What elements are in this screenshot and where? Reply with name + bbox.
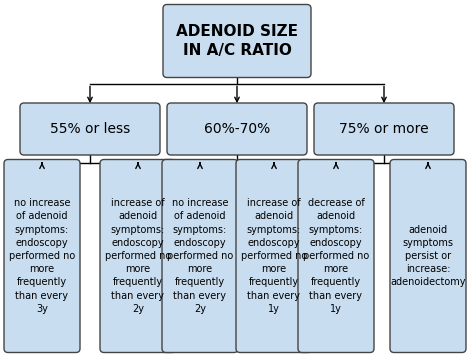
Text: increase of
adenoid
symptoms:
endoscopy
performed no
more
frequently
than every
: increase of adenoid symptoms: endoscopy …: [241, 198, 307, 314]
Text: no increase
of adenoid
symptoms:
endoscopy
performed no
more
frequently
than eve: no increase of adenoid symptoms: endosco…: [9, 198, 75, 314]
FancyBboxPatch shape: [100, 160, 176, 352]
Text: 75% or more: 75% or more: [339, 122, 429, 136]
FancyBboxPatch shape: [163, 4, 311, 78]
Text: no increase
of adenoid
symptoms:
endoscopy
performed no
more
frequently
than eve: no increase of adenoid symptoms: endosco…: [167, 198, 233, 314]
Text: adenoid
symptoms
persist or
increase:
adenoidectomy: adenoid symptoms persist or increase: ad…: [390, 225, 466, 287]
FancyBboxPatch shape: [162, 160, 238, 352]
FancyBboxPatch shape: [4, 160, 80, 352]
Text: increase of
adenoid
symptoms:
endoscopy
performed no
more
frequently
than every
: increase of adenoid symptoms: endoscopy …: [105, 198, 171, 314]
Text: 55% or less: 55% or less: [50, 122, 130, 136]
Text: decrease of
adenoid
symptoms:
endoscopy
performed no
more
frequently
than every
: decrease of adenoid symptoms: endoscopy …: [303, 198, 369, 314]
FancyBboxPatch shape: [20, 103, 160, 155]
FancyBboxPatch shape: [390, 160, 466, 352]
FancyBboxPatch shape: [298, 160, 374, 352]
Text: ADENOID SIZE
IN A/C RATIO: ADENOID SIZE IN A/C RATIO: [176, 23, 298, 58]
FancyBboxPatch shape: [236, 160, 312, 352]
FancyBboxPatch shape: [167, 103, 307, 155]
FancyBboxPatch shape: [314, 103, 454, 155]
Text: 60%-70%: 60%-70%: [204, 122, 270, 136]
